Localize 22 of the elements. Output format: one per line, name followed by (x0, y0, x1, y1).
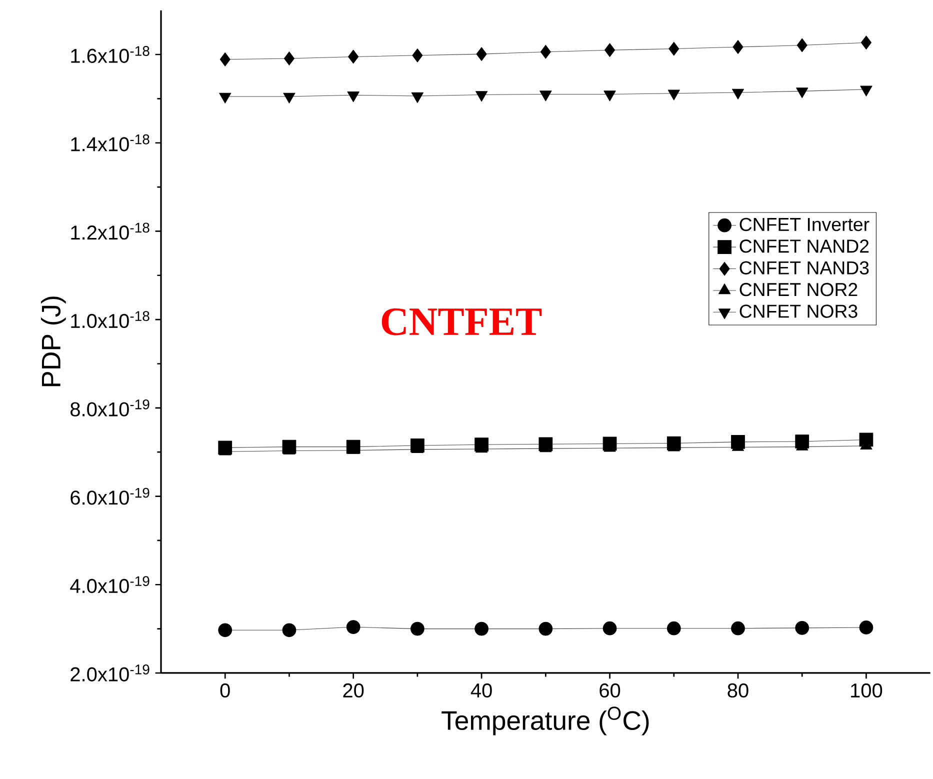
y-tick-label: 2.0x10$^{-19}$ (70, 664, 150, 682)
legend-label: CNFET NAND2 (740, 240, 869, 253)
y-tick-label: 4.0x10$^{-19}$ (70, 576, 150, 594)
x-tick-label: 60 (600, 683, 620, 698)
x-tick-label: 0 (220, 683, 230, 698)
y-tick-label: 8.0x10$^{-19}$ (70, 399, 150, 416)
y-tick-label: 1.2x10$^{-18}$ (71, 222, 150, 240)
x-tick-label: 80 (728, 683, 748, 698)
annotation: CNTFET (382, 308, 542, 336)
legend-label: CNFET NOR3 (740, 304, 858, 318)
y-tick-label: 1.4x10$^{-18}$ (71, 134, 150, 152)
y-tick-label: 6.0x10$^{-19}$ (70, 488, 150, 505)
y-axis-title: PDP (J) (40, 296, 66, 386)
x-tick-label: 100 (851, 683, 882, 698)
x-tick-label: 20 (343, 683, 364, 698)
y-tick-label: 1.6x10$^{-18}$ (71, 46, 150, 63)
x-axis-title: Temperature ($^{O}$C) (442, 706, 649, 736)
legend-label: CNFET Inverter (740, 218, 870, 232)
x-tick-label: 40 (470, 683, 492, 698)
legend-label: CNFET NOR2 (740, 282, 858, 296)
legend-label: CNFET NAND3 (740, 261, 869, 274)
y-tick-label: 1.0x10$^{-18}$ (71, 311, 150, 328)
